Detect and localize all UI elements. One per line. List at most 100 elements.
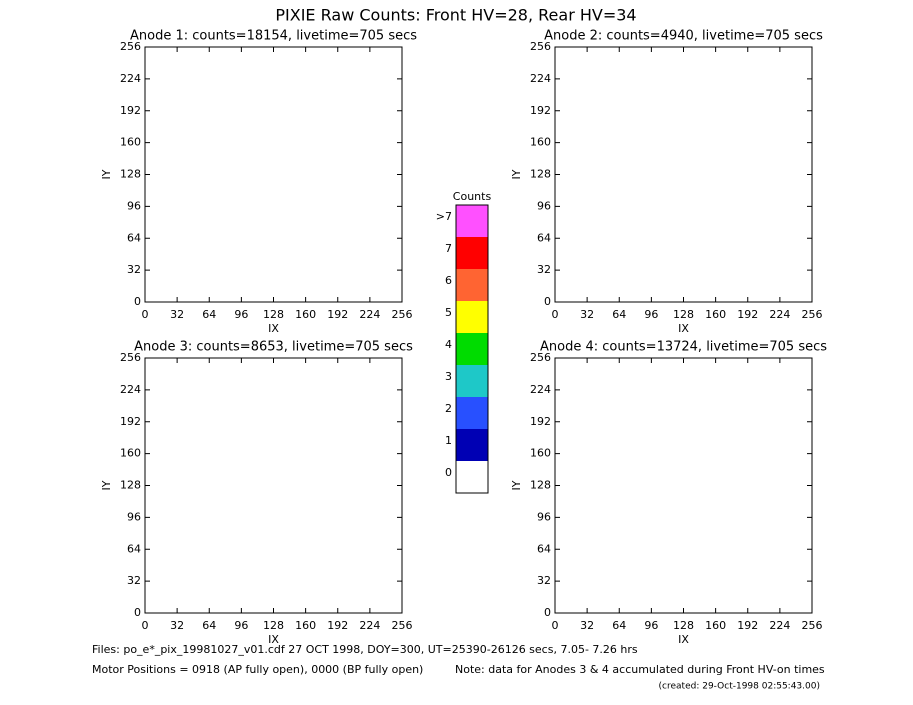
x-tick-label: 160 (705, 619, 726, 632)
x-tick-label: 224 (769, 308, 790, 321)
y-axis-label: IY (100, 480, 113, 490)
x-tick-label: 64 (202, 308, 216, 321)
x-tick-label: 32 (580, 619, 594, 632)
x-axis-label: IX (678, 633, 689, 646)
y-tick-label: 96 (127, 199, 141, 212)
y-tick-label: 64 (537, 542, 551, 555)
y-tick-label: 32 (127, 263, 141, 276)
footer-motor: Motor Positions = 0918 (AP fully open), … (92, 663, 423, 676)
y-tick-label: 256 (120, 40, 141, 53)
x-tick-label: 256 (802, 308, 823, 321)
colorbar-label: 6 (445, 274, 452, 287)
y-tick-label: 224 (120, 72, 141, 85)
y-axis-label: IY (100, 169, 113, 179)
x-tick-label: 256 (802, 619, 823, 632)
colorbar-label: 7 (445, 242, 452, 255)
y-tick-label: 160 (120, 447, 141, 460)
x-tick-label: 0 (142, 619, 149, 632)
x-tick-label: 224 (359, 619, 380, 632)
colorbar-label: >7 (436, 210, 452, 223)
y-tick-label: 192 (530, 104, 551, 117)
page-title: PIXIE Raw Counts: Front HV=28, Rear HV=3… (275, 6, 636, 25)
x-tick-label: 128 (673, 619, 694, 632)
y-tick-label: 128 (120, 168, 141, 181)
plot-frame (144, 46, 403, 303)
x-tick-label: 128 (673, 308, 694, 321)
colorbar-cell (456, 333, 488, 365)
y-tick-label: 224 (120, 383, 141, 396)
x-tick-label: 96 (644, 308, 658, 321)
plot-frame (554, 46, 813, 303)
x-tick-label: 0 (552, 308, 559, 321)
y-tick-label: 160 (120, 136, 141, 149)
x-tick-label: 160 (295, 619, 316, 632)
colorbar-label: 4 (445, 338, 452, 351)
colorbar-cell (456, 397, 488, 429)
plot-frame (144, 357, 403, 614)
x-tick-label: 192 (327, 308, 348, 321)
colorbar-label: 3 (445, 370, 452, 383)
y-tick-label: 96 (127, 510, 141, 523)
x-tick-label: 32 (580, 308, 594, 321)
y-tick-label: 192 (120, 104, 141, 117)
x-tick-label: 224 (359, 308, 380, 321)
colorbar-cell (456, 237, 488, 269)
x-tick-label: 128 (263, 308, 284, 321)
y-tick-label: 160 (530, 447, 551, 460)
y-tick-label: 256 (120, 351, 141, 364)
y-tick-label: 32 (537, 263, 551, 276)
y-tick-label: 0 (134, 295, 141, 308)
footer-files: Files: po_e*_pix_19981027_v01.cdf 27 OCT… (92, 643, 638, 656)
y-tick-label: 160 (530, 136, 551, 149)
panel-title: Anode 3: counts=8653, livetime=705 secs (134, 340, 413, 355)
colorbar-cell (456, 461, 488, 493)
y-tick-label: 192 (120, 415, 141, 428)
x-axis-label: IX (678, 322, 689, 335)
y-tick-label: 128 (530, 479, 551, 492)
y-tick-label: 224 (530, 383, 551, 396)
panel-title: Anode 1: counts=18154, livetime=705 secs (130, 29, 417, 44)
y-tick-label: 96 (537, 510, 551, 523)
y-tick-label: 256 (530, 351, 551, 364)
y-tick-label: 192 (530, 415, 551, 428)
colorbar-cell (456, 365, 488, 397)
colorbar-label: 0 (445, 466, 452, 479)
y-tick-label: 0 (544, 295, 551, 308)
y-tick-label: 0 (134, 606, 141, 619)
colorbar-cell (456, 301, 488, 333)
colorbar-label: 5 (445, 306, 452, 319)
x-tick-label: 256 (392, 308, 413, 321)
colorbar-title: Counts (453, 190, 492, 203)
x-axis-label: IX (268, 322, 279, 335)
x-tick-label: 192 (327, 619, 348, 632)
x-tick-label: 96 (644, 619, 658, 632)
y-axis-label: IY (510, 480, 523, 490)
y-tick-label: 128 (120, 479, 141, 492)
x-axis-label: IX (268, 633, 279, 646)
y-tick-label: 256 (530, 40, 551, 53)
x-tick-label: 64 (202, 619, 216, 632)
x-tick-label: 96 (234, 308, 248, 321)
y-tick-label: 96 (537, 199, 551, 212)
x-tick-label: 192 (737, 619, 758, 632)
x-tick-label: 160 (295, 308, 316, 321)
colorbar-frame (455, 204, 489, 494)
footer-note: Note: data for Anodes 3 & 4 accumulated … (455, 663, 825, 676)
x-tick-label: 224 (769, 619, 790, 632)
panel-title: Anode 4: counts=13724, livetime=705 secs (540, 340, 827, 355)
x-tick-label: 128 (263, 619, 284, 632)
y-tick-label: 128 (530, 168, 551, 181)
x-tick-label: 32 (170, 619, 184, 632)
x-tick-label: 256 (392, 619, 413, 632)
x-tick-label: 32 (170, 308, 184, 321)
colorbar-label: 1 (445, 434, 452, 447)
colorbar-cell (456, 205, 488, 237)
y-tick-label: 32 (537, 574, 551, 587)
colorbar-cell (456, 429, 488, 461)
x-tick-label: 96 (234, 619, 248, 632)
x-tick-label: 64 (612, 308, 626, 321)
y-tick-label: 224 (530, 72, 551, 85)
x-tick-label: 0 (142, 308, 149, 321)
x-tick-label: 64 (612, 619, 626, 632)
y-tick-label: 64 (537, 231, 551, 244)
